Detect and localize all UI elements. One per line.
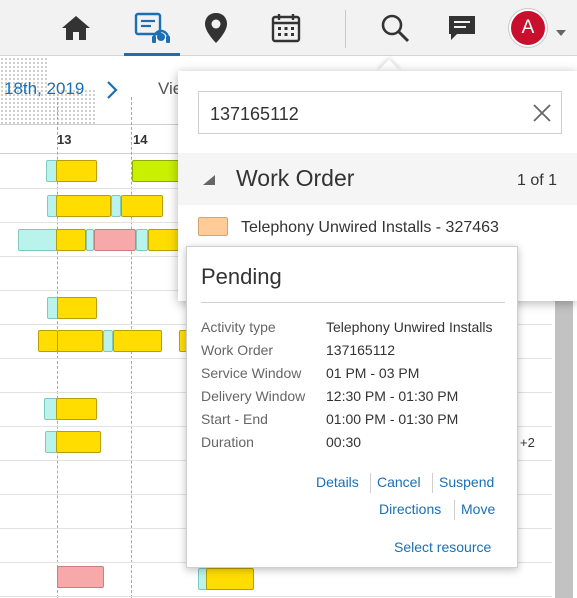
map-button[interactable]: [188, 0, 244, 56]
search-input[interactable]: 137165112: [198, 91, 562, 134]
dispatch-console-icon: [134, 12, 170, 43]
activity-details-popup: Pending Activity type Telephony Unwired …: [186, 246, 518, 568]
link-separator: [432, 473, 433, 493]
activity-block[interactable]: [38, 330, 58, 352]
detail-value: 01 PM - 03 PM: [326, 365, 420, 381]
activity-block[interactable]: [113, 330, 162, 352]
detail-key: Service Window: [201, 365, 302, 381]
move-link[interactable]: Move: [461, 501, 496, 517]
avatar-initial: A: [521, 17, 535, 38]
activity-block[interactable]: [132, 160, 182, 182]
detail-value: Telephony Unwired Installs: [326, 319, 493, 335]
activity-block[interactable]: [56, 195, 111, 217]
detail-key: Start - End: [201, 411, 268, 427]
activity-block[interactable]: [111, 195, 121, 217]
home-button[interactable]: [48, 0, 104, 56]
hour-label: 13: [57, 132, 72, 147]
select-resource-link[interactable]: Select resource: [394, 539, 492, 555]
details-link[interactable]: Details: [316, 474, 359, 490]
user-avatar[interactable]: A: [509, 9, 547, 47]
search-button[interactable]: [367, 0, 423, 56]
calendar-icon: [271, 14, 301, 43]
activity-block[interactable]: [56, 398, 97, 420]
activity-block[interactable]: [56, 431, 101, 453]
search-query-value[interactable]: 137165112: [210, 104, 299, 124]
activity-status-swatch: [198, 217, 228, 236]
detail-value: 137165112: [326, 342, 396, 358]
link-separator: [454, 500, 455, 520]
activity-block[interactable]: [56, 229, 86, 251]
detail-value: 01:00 PM - 01:30 PM: [326, 411, 459, 427]
non-working-area: [0, 89, 97, 124]
search-result-item[interactable]: Telephony Unwired Installs - 327463: [178, 209, 577, 249]
activity-block[interactable]: [57, 566, 104, 588]
activity-block[interactable]: [56, 160, 97, 182]
home-icon: [62, 16, 90, 40]
view-selector-label[interactable]: Vie: [158, 79, 183, 98]
detail-key: Duration: [201, 434, 254, 450]
detail-key: Delivery Window: [201, 388, 306, 404]
activity-block[interactable]: [148, 229, 182, 251]
toolbar-divider: [345, 10, 346, 48]
messages-button[interactable]: [434, 0, 490, 56]
detail-key: Activity type: [201, 319, 276, 335]
popup-divider: [201, 302, 505, 303]
overflow-badge[interactable]: +2: [520, 435, 535, 450]
close-icon: [533, 104, 551, 122]
avatar-menu-toggle[interactable]: [555, 24, 567, 42]
detail-value: 12:30 PM - 01:30 PM: [326, 388, 459, 404]
link-separator: [370, 473, 371, 493]
collapse-triangle-icon[interactable]: [202, 174, 216, 186]
cancel-link[interactable]: Cancel: [377, 474, 421, 490]
clear-search-button[interactable]: [529, 100, 555, 126]
calendar-button[interactable]: [258, 0, 314, 56]
directions-link[interactable]: Directions: [379, 501, 442, 517]
search-icon: [381, 14, 410, 43]
result-section-title: Work Order: [236, 165, 355, 191]
search-result-label: Telephony Unwired Installs - 327463: [241, 219, 499, 236]
hour-label: 14: [133, 132, 148, 147]
non-working-area: [0, 57, 48, 89]
detail-value: 00:30: [326, 434, 362, 450]
vertical-scrollbar[interactable]: [555, 240, 573, 598]
activity-block[interactable]: [57, 330, 103, 352]
resource-row: [0, 563, 552, 597]
activity-block[interactable]: [94, 229, 136, 251]
dispatch-console-button[interactable]: [124, 0, 180, 56]
activity-block[interactable]: [136, 229, 148, 251]
caret-down-icon: [556, 30, 566, 36]
chevron-right-icon: [107, 81, 118, 99]
activity-status-title: Pending: [201, 264, 282, 289]
next-date-button[interactable]: [106, 80, 118, 105]
activity-block[interactable]: [206, 568, 254, 590]
activity-block[interactable]: [57, 297, 97, 319]
activity-block[interactable]: [86, 229, 94, 251]
top-navigation-bar: A: [0, 0, 577, 56]
activity-block[interactable]: [103, 330, 113, 352]
activity-block[interactable]: [121, 195, 163, 217]
detail-key: Work Order: [201, 342, 274, 358]
activity-block[interactable]: [18, 229, 58, 251]
result-section-header[interactable]: Work Order 1 of 1: [178, 153, 577, 205]
map-pin-icon: [205, 13, 227, 43]
current-date-label[interactable]: 18th, 2019: [4, 79, 85, 98]
suspend-link[interactable]: Suspend: [439, 474, 495, 490]
chat-icon: [449, 16, 475, 40]
result-count: 1 of 1: [516, 172, 557, 189]
